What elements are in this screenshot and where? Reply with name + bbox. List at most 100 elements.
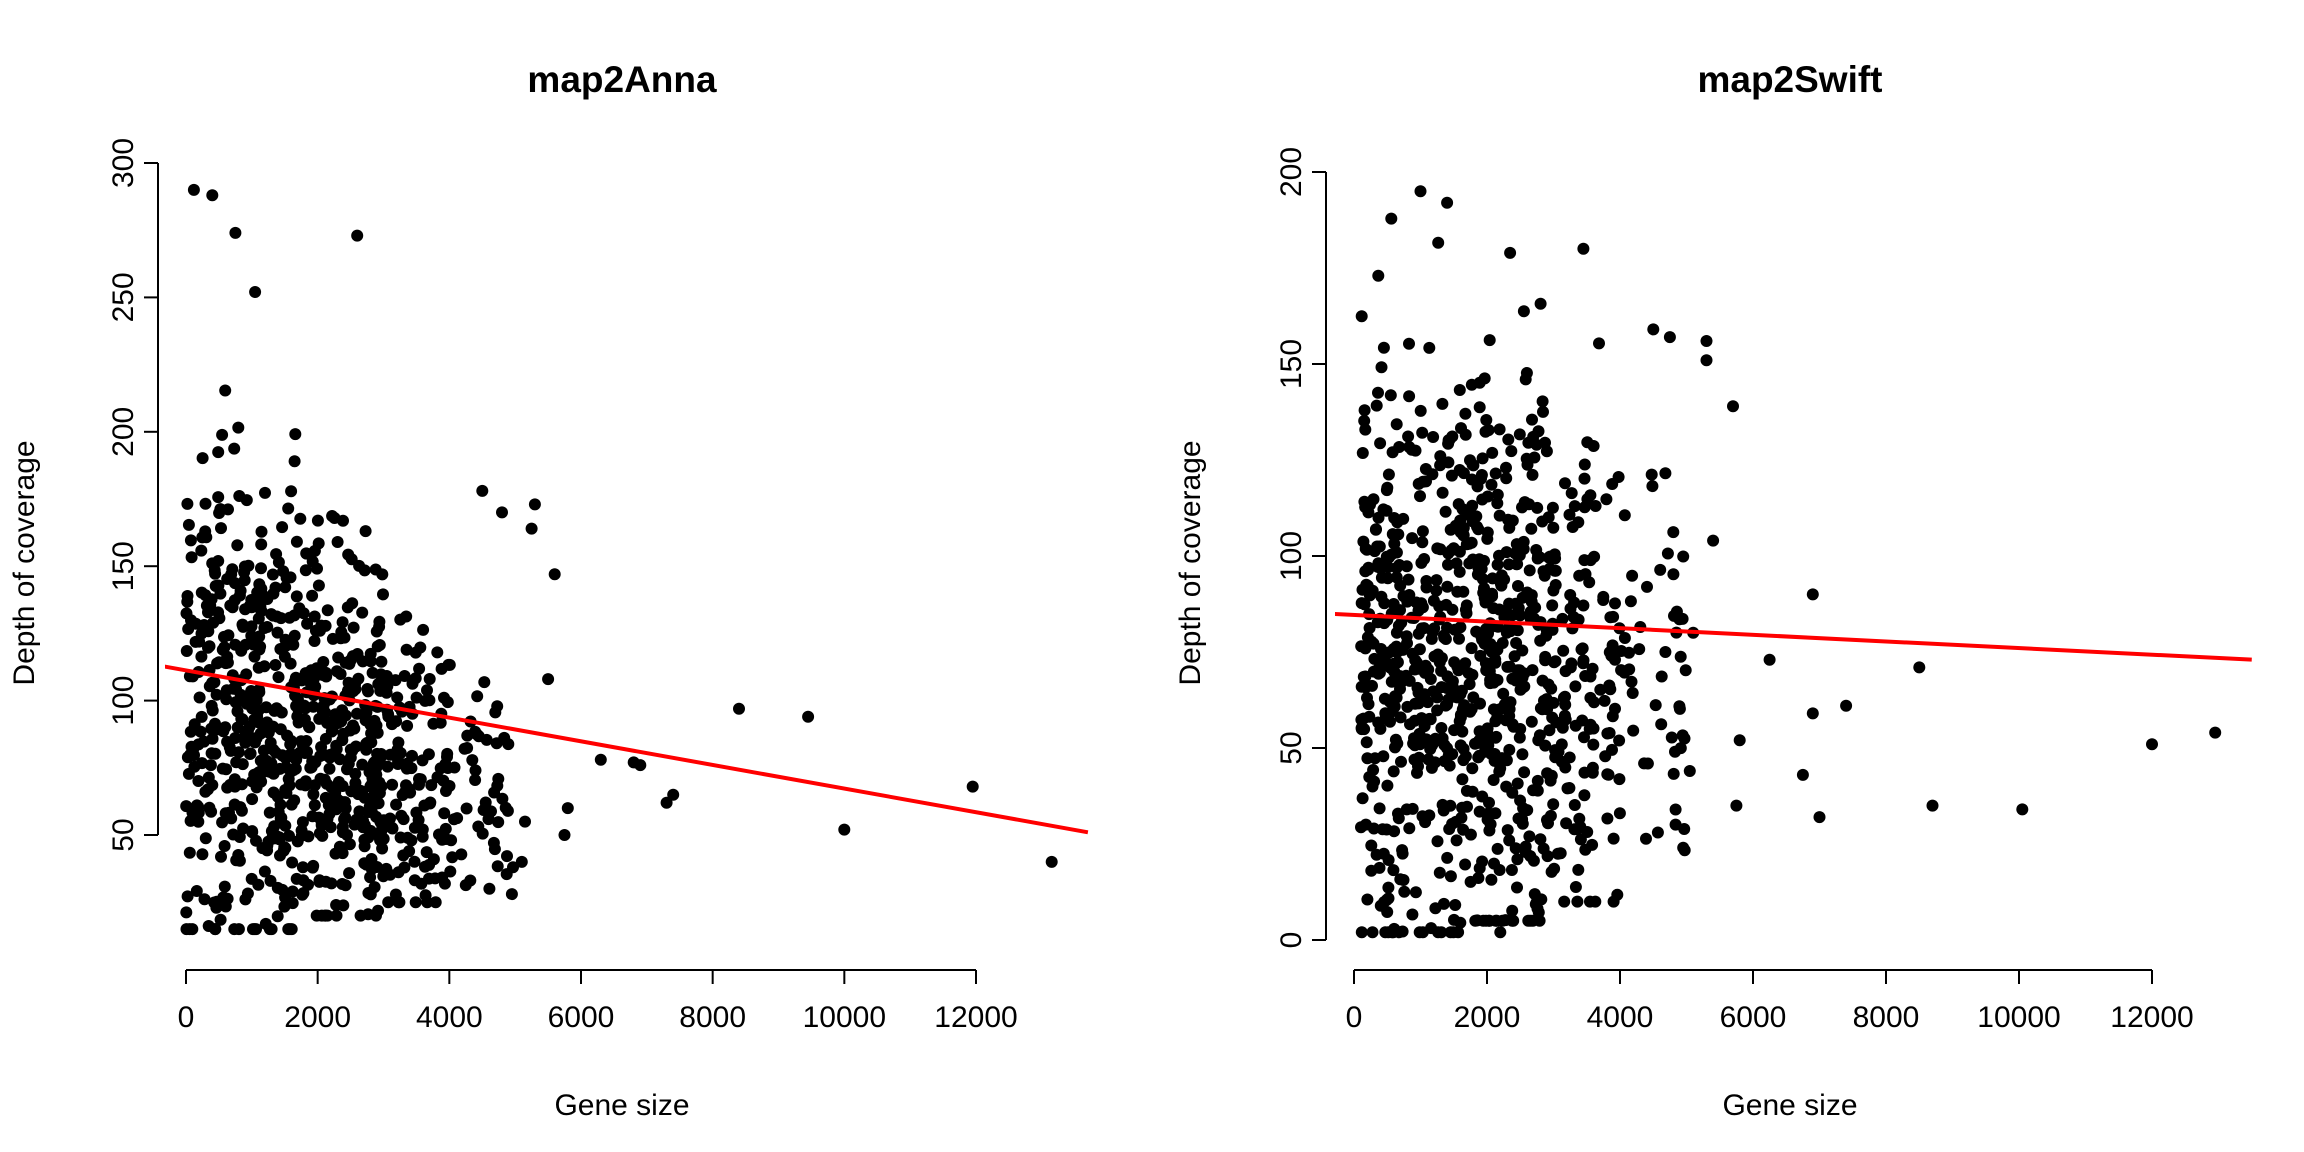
data-point <box>206 704 219 717</box>
data-point <box>1623 646 1635 659</box>
y-tick-label: 0 <box>1275 932 1308 949</box>
data-point <box>300 735 313 747</box>
data-point <box>336 616 349 629</box>
data-point <box>1572 613 1585 626</box>
data-point <box>211 657 224 670</box>
data-point <box>1523 830 1536 843</box>
data-point <box>260 754 273 767</box>
data-point <box>195 627 208 640</box>
data-point <box>259 486 271 499</box>
data-point <box>1416 426 1429 439</box>
data-point <box>1707 534 1720 547</box>
data-point <box>366 666 379 679</box>
data-point <box>389 674 402 687</box>
data-point <box>308 779 321 792</box>
data-point <box>356 758 369 771</box>
data-point <box>1501 824 1514 837</box>
data-point <box>1356 447 1369 459</box>
data-point <box>1463 537 1476 550</box>
data-point <box>306 861 319 874</box>
data-point <box>1365 839 1378 852</box>
data-point <box>1646 480 1659 493</box>
data-point <box>1387 642 1400 655</box>
x-tick-label: 12000 <box>2110 1001 2193 1034</box>
data-point <box>1516 501 1528 514</box>
data-point <box>1568 596 1581 609</box>
data-point <box>386 821 399 834</box>
y-tick-label: 50 <box>107 818 140 851</box>
data-point <box>180 923 193 936</box>
data-point <box>330 909 343 922</box>
data-point <box>255 538 268 551</box>
data-point <box>1487 676 1500 689</box>
data-point <box>1372 511 1385 524</box>
data-point <box>285 923 298 936</box>
data-point <box>181 751 194 764</box>
data-point <box>1412 697 1425 710</box>
data-point <box>1526 413 1538 426</box>
data-point <box>1359 642 1372 655</box>
data-point <box>266 831 279 844</box>
data-point <box>263 923 276 936</box>
data-point <box>1606 710 1619 723</box>
data-point <box>1913 661 1926 674</box>
data-point <box>1537 405 1549 418</box>
data-point <box>1381 481 1394 494</box>
data-point <box>1465 642 1478 655</box>
data-point <box>1483 334 1496 347</box>
data-point <box>1453 565 1466 578</box>
data-point <box>1464 454 1476 467</box>
data-point <box>1450 834 1463 847</box>
data-point <box>280 571 293 584</box>
data-point <box>1565 657 1578 670</box>
data-point <box>1457 529 1470 542</box>
data-point <box>1464 828 1477 841</box>
data-point <box>1472 751 1485 764</box>
data-point <box>1436 486 1449 499</box>
data-point <box>382 708 395 721</box>
data-point <box>1360 736 1373 749</box>
data-point <box>250 923 262 936</box>
data-point <box>337 514 349 527</box>
data-point <box>1396 847 1409 860</box>
data-point <box>343 867 356 880</box>
data-point <box>381 680 394 693</box>
data-point <box>1445 544 1458 557</box>
data-point <box>312 537 325 550</box>
data-point <box>1511 881 1523 894</box>
data-point <box>258 660 271 673</box>
data-point <box>1402 430 1415 443</box>
data-point <box>1516 813 1529 826</box>
data-point <box>1361 631 1374 644</box>
data-point <box>216 816 229 829</box>
data-point <box>1609 597 1621 610</box>
data-point <box>1517 305 1530 318</box>
data-point <box>1434 543 1447 556</box>
data-point <box>299 775 312 788</box>
data-point <box>1451 691 1463 704</box>
data-point <box>1387 598 1400 610</box>
data-point <box>202 783 214 796</box>
data-point <box>1599 750 1612 763</box>
data-point <box>1531 902 1544 915</box>
data-point <box>255 525 268 538</box>
data-point <box>370 625 383 638</box>
data-point <box>1763 653 1776 666</box>
data-point <box>373 639 386 651</box>
data-point <box>1406 908 1419 921</box>
data-point <box>1494 926 1507 939</box>
chart-panel-map2swift: map2Swift Gene size Depth of coverage 0 2… <box>1174 59 2252 1122</box>
data-point <box>325 725 338 738</box>
data-point <box>1485 478 1498 491</box>
data-point <box>257 744 270 757</box>
data-point <box>1428 622 1441 635</box>
data-point <box>542 673 555 686</box>
x-tick-label: 10000 <box>803 1001 886 1034</box>
data-point <box>433 828 445 841</box>
data-point <box>1502 558 1515 571</box>
data-point <box>1506 904 1519 917</box>
data-point <box>1403 390 1416 403</box>
data-point <box>1537 842 1550 855</box>
data-point <box>239 638 252 651</box>
